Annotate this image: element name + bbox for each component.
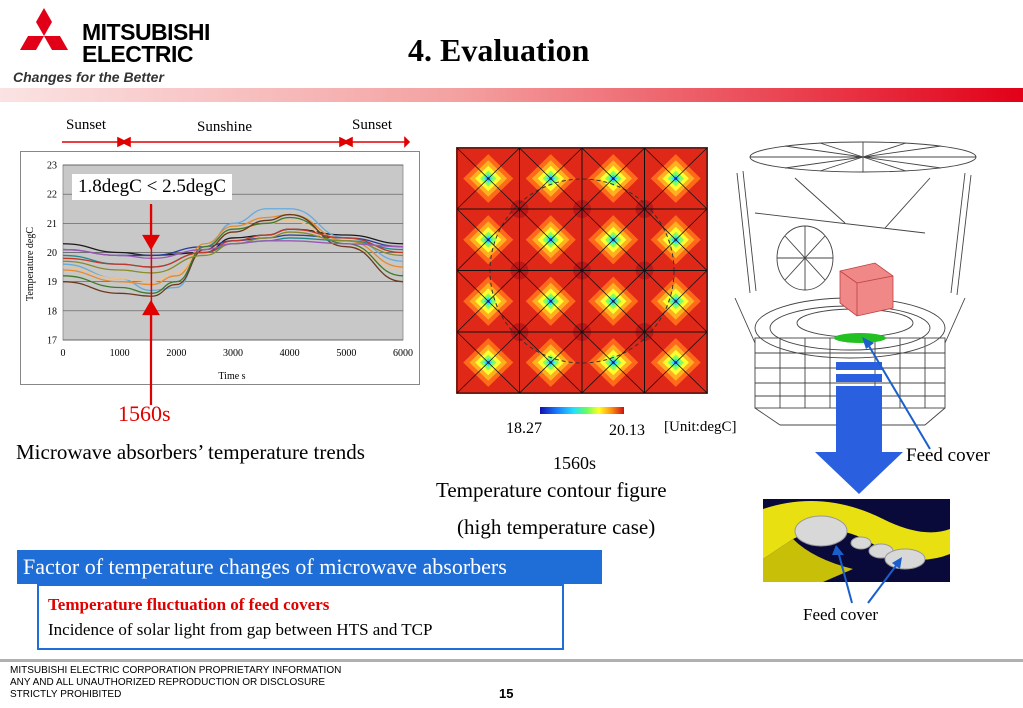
panel-diagonal (519, 208, 583, 271)
contour-time-label: 1560s (553, 453, 597, 473)
y-tick-label: 17 (47, 336, 57, 347)
x-axis-label: Time s (218, 371, 245, 382)
panel-diagonal (456, 331, 520, 394)
feed-cover-pointer-bottom (832, 545, 902, 604)
x-tick-label: 2000 (166, 348, 186, 359)
marker-arrows (142, 204, 160, 405)
header-gradient-bar (0, 88, 1023, 102)
contour-caption-line1: Temperature contour figure (436, 478, 667, 502)
panel-diagonal (456, 270, 520, 333)
feed-cover-label-bottom: Feed cover (803, 605, 879, 624)
chart-caption: Microwave absorbers’ temperature trends (16, 440, 365, 464)
y-tick-label: 20 (47, 248, 57, 259)
panel-diagonal (581, 208, 645, 271)
page-number: 15 (499, 686, 514, 701)
x-tick-label: 6000 (393, 348, 413, 359)
y-tick-label: 19 (47, 277, 57, 288)
unit-label: [Unit:degC] (664, 419, 737, 435)
panel-diagonal (644, 270, 708, 333)
contour-caption-line2: (high temperature case) (457, 515, 656, 539)
panel-diagonal (581, 147, 645, 210)
timeline-arrows (62, 136, 410, 148)
feed-cover-pointer-top (862, 337, 931, 450)
x-tick-label: 0 (61, 348, 66, 359)
sunshine-label: Sunshine (197, 119, 253, 135)
panel-diagonal (644, 208, 708, 271)
down-arrow-icon (815, 362, 903, 494)
color-scale-bar (540, 407, 624, 414)
y-tick-label: 18 (47, 306, 57, 317)
panel-diagonal (519, 147, 583, 210)
x-tick-label: 3000 (223, 348, 243, 359)
temperature-contour-figure (456, 147, 708, 394)
panel-diagonal (581, 270, 645, 333)
factor-line-solar-light: Incidence of solar light from gap betwee… (48, 620, 433, 639)
scale-min-label: 18.27 (506, 420, 542, 437)
y-axis-label: Temperature degC (25, 227, 36, 301)
marker-time-label: 1560s (118, 401, 171, 426)
panel-diagonal (644, 147, 708, 210)
series-line-11 (62, 240, 404, 259)
x-tick-label: 1000 (110, 348, 130, 359)
sunset-left-label: Sunset (66, 117, 107, 133)
tagline: Changes for the Better (13, 69, 164, 85)
feed-cover-closeup-image (763, 499, 950, 582)
panel-diagonal (581, 331, 645, 394)
feed-cover-label-top: Feed cover (906, 445, 990, 466)
panel-diagonal (519, 270, 583, 333)
panel-diagonal (456, 147, 520, 210)
scale-max-label: 20.13 (609, 422, 645, 439)
logo-text-mitsubishi: MITSUBISHI (82, 19, 210, 45)
y-tick-label: 22 (47, 190, 57, 201)
series-line-10 (62, 228, 404, 268)
x-tick-label: 5000 (336, 348, 356, 359)
satellite-wireframe-model (734, 141, 977, 426)
panel-diagonal (519, 331, 583, 394)
feed-horn-box (839, 262, 894, 317)
feed-cover-highlight (834, 333, 886, 343)
sunset-right-label: Sunset (352, 117, 393, 133)
y-tick-label: 21 (47, 219, 57, 230)
factor-line-feed-covers: Temperature fluctuation of feed covers (48, 595, 330, 614)
factor-heading: Factor of temperature changes of microwa… (17, 550, 602, 584)
mitsubishi-logo-icon (20, 8, 68, 50)
panel-diagonal (456, 208, 520, 271)
logo-text-electric: ELECTRIC (82, 41, 194, 67)
footer-divider (0, 659, 1023, 662)
footer-proprietary-notice: MITSUBISHI ELECTRIC CORPORATION PROPRIET… (10, 665, 342, 700)
page-title: 4. Evaluation (408, 32, 590, 68)
panel-diagonal (644, 331, 708, 394)
y-tick-label: 23 (47, 161, 57, 172)
x-tick-label: 4000 (280, 348, 300, 359)
chart-annotation: 1.8degC < 2.5degC (72, 174, 232, 200)
factor-box: Temperature fluctuation of feed covers I… (37, 584, 564, 650)
